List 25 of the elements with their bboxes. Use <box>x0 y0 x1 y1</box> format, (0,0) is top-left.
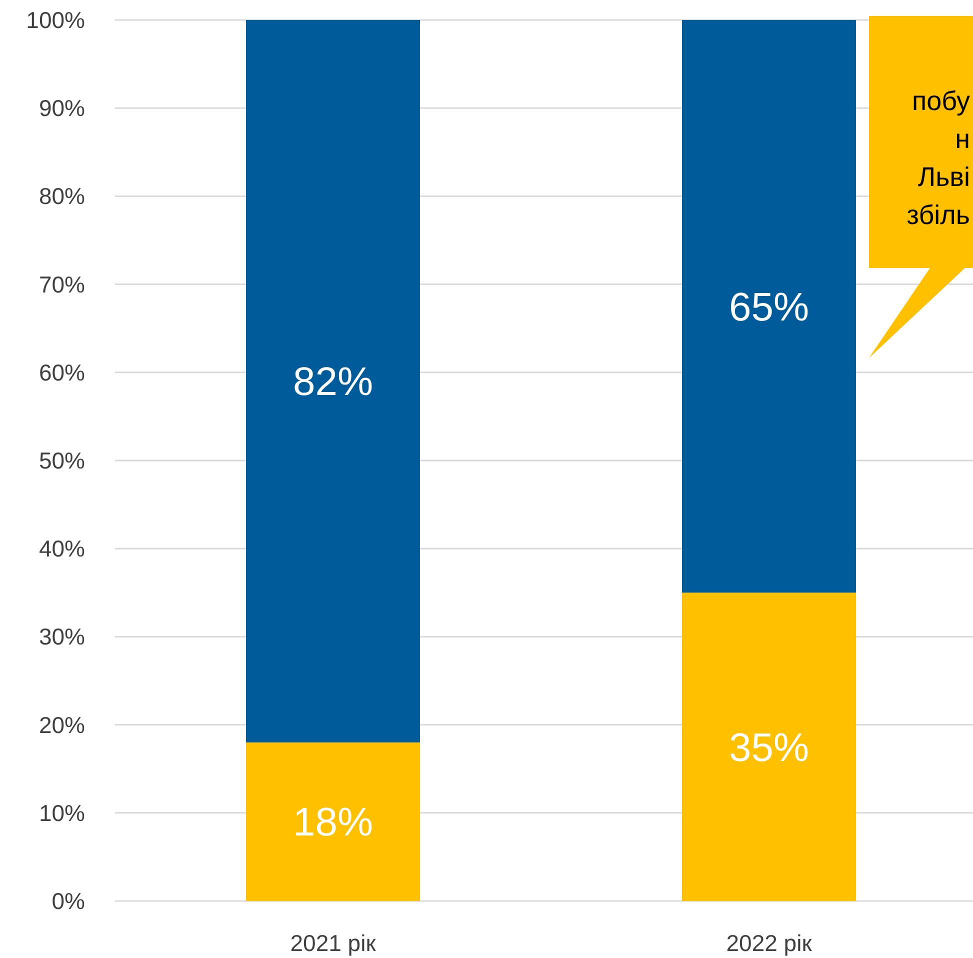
y-tick-label: 40% <box>38 536 85 562</box>
y-tick-label: 0% <box>52 888 85 914</box>
annotation: побу <box>912 86 970 116</box>
y-tick-label: 60% <box>38 359 85 386</box>
y-tick-label: 50% <box>38 448 85 474</box>
bar <box>682 20 856 593</box>
data-label: 65% <box>728 285 810 330</box>
bar <box>246 20 420 742</box>
bar <box>682 592 856 901</box>
y-tick-label: 30% <box>38 624 85 650</box>
annotation: Льві <box>918 162 970 192</box>
data-label: 18% <box>292 800 374 845</box>
annotation: н <box>955 124 970 154</box>
annotation: збіль <box>906 200 970 230</box>
data-label: 82% <box>292 360 374 404</box>
x-tick-label: 2022 рік <box>726 930 813 956</box>
y-tick-label: 20% <box>38 712 85 738</box>
y-tick-label: 90% <box>38 95 85 122</box>
bar <box>246 742 420 901</box>
y-tick-label: 10% <box>38 800 85 826</box>
data-label: 35% <box>728 726 810 770</box>
y-tick-label: 80% <box>38 183 85 210</box>
y-tick-label: 70% <box>38 271 85 298</box>
y-tick-label: 100% <box>26 7 85 33</box>
x-tick-label: 2021 рік <box>290 930 377 956</box>
